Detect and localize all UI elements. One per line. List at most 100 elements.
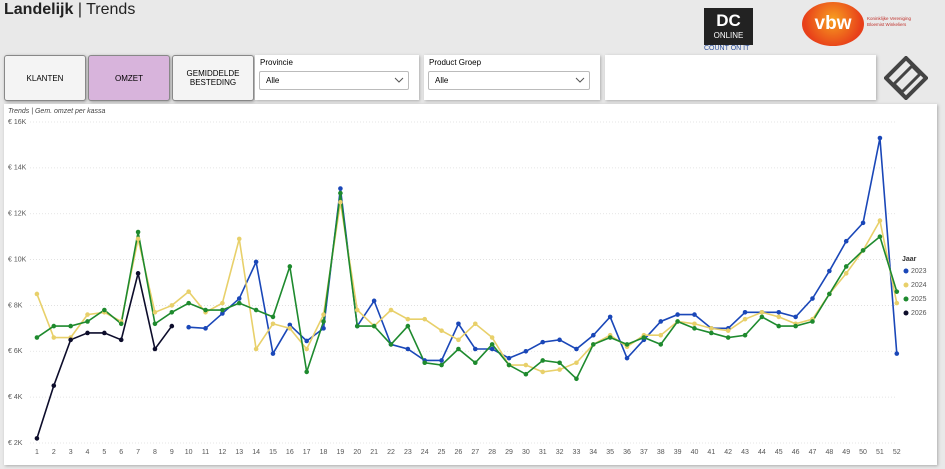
data-point	[253, 259, 259, 265]
data-point	[186, 324, 191, 330]
legend-marker	[903, 310, 909, 316]
x-tick-label: 48	[825, 449, 833, 456]
data-point	[489, 335, 495, 340]
tab-button[interactable]: OMZET	[88, 55, 170, 101]
data-point	[85, 312, 90, 317]
data-point	[388, 307, 394, 313]
data-point	[152, 346, 158, 352]
x-tick-label: 32	[556, 449, 564, 456]
data-point	[489, 342, 495, 347]
data-point	[658, 332, 664, 338]
series-line	[36, 202, 898, 373]
empty-panel	[605, 55, 876, 100]
x-tick-label: 10	[185, 449, 193, 456]
x-tick-label: 41	[707, 449, 715, 456]
data-point	[489, 346, 495, 352]
data-point	[557, 360, 562, 366]
filter-label: Product Groep	[429, 58, 482, 67]
y-tick-label: € 10K	[8, 256, 27, 263]
data-point	[102, 307, 107, 313]
x-tick-label: 3	[69, 449, 73, 456]
x-tick-label: 36	[623, 449, 631, 456]
x-tick-label: 1	[35, 449, 39, 456]
data-point	[321, 319, 326, 324]
data-point	[354, 323, 360, 329]
y-tick-label: € 2K	[8, 440, 23, 447]
data-point	[439, 328, 444, 333]
data-point	[422, 360, 428, 366]
data-point	[472, 321, 478, 327]
x-tick-label: 38	[657, 449, 665, 456]
filter: Provincie Alle	[255, 55, 419, 100]
data-point	[304, 338, 309, 344]
data-point	[742, 316, 748, 322]
y-tick-label: € 6K	[8, 348, 23, 355]
data-point	[540, 339, 546, 345]
x-tick-label: 8	[153, 449, 157, 456]
tab-button[interactable]: KLANTEN	[4, 55, 86, 101]
data-point	[34, 291, 40, 297]
data-point	[776, 314, 782, 320]
legend-label: 2026	[911, 310, 927, 317]
data-point	[574, 376, 579, 382]
dropdown[interactable]: Alle	[259, 71, 409, 90]
x-tick-label: 9	[170, 449, 174, 456]
x-tick-label: 21	[370, 449, 378, 456]
data-point	[152, 321, 158, 327]
dropdown-arrow	[394, 77, 404, 83]
dropdown[interactable]: Alle	[428, 71, 590, 90]
data-point	[304, 369, 309, 375]
x-tick-label: 11	[202, 449, 209, 456]
x-tick-label: 33	[573, 449, 581, 456]
y-tick-label: € 12K	[8, 211, 27, 218]
data-point	[675, 319, 680, 324]
legend-marker	[903, 268, 909, 274]
x-tick-label: 16	[286, 449, 294, 456]
title-rest: | Trends	[77, 1, 136, 18]
data-point	[557, 367, 562, 372]
data-point	[827, 268, 832, 274]
data-point	[186, 289, 191, 294]
x-tick-label: 6	[119, 449, 123, 456]
data-point	[776, 323, 782, 329]
data-point	[152, 310, 158, 315]
data-point	[68, 337, 73, 343]
data-point	[742, 332, 748, 338]
data-point	[607, 335, 613, 340]
data-point	[860, 248, 866, 253]
x-tick-label: 25	[438, 449, 446, 456]
x-tick-label: 31	[539, 449, 547, 456]
data-point	[894, 351, 900, 356]
data-point	[338, 190, 343, 196]
dropdown-value: Alle	[266, 76, 280, 85]
tab-button[interactable]: GEMIDDELDE BESTEDING	[172, 55, 254, 101]
data-point	[405, 346, 411, 352]
x-tick-label: 39	[674, 449, 682, 456]
y-tick-label: € 8K	[8, 302, 23, 309]
data-point	[135, 271, 141, 276]
legend-title: Jaar	[902, 256, 917, 263]
x-tick-label: 30	[522, 449, 530, 456]
legend-marker	[903, 296, 909, 302]
x-tick-label: 23	[404, 449, 412, 456]
data-point	[709, 326, 714, 331]
data-point	[725, 328, 731, 333]
dropdown-value: Alle	[435, 76, 449, 85]
data-point	[51, 383, 57, 388]
reset-icon[interactable]	[884, 56, 928, 100]
series-line	[188, 137, 898, 362]
data-point	[338, 186, 343, 191]
data-point	[472, 360, 478, 366]
data-point	[591, 332, 596, 338]
data-point	[540, 369, 546, 375]
data-point	[793, 323, 798, 329]
data-point	[169, 310, 175, 315]
data-point	[220, 307, 225, 313]
data-point	[641, 335, 647, 340]
data-point	[220, 311, 225, 316]
data-point	[371, 298, 377, 304]
data-point	[439, 362, 444, 368]
data-point	[287, 322, 293, 328]
data-point	[287, 326, 293, 331]
